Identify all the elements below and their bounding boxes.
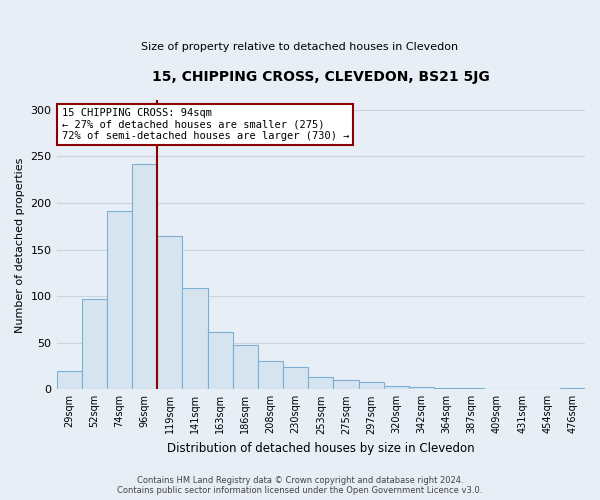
Bar — [233, 344, 258, 390]
Bar — [359, 382, 383, 390]
Bar — [383, 386, 409, 390]
Bar — [459, 388, 484, 390]
Bar — [560, 388, 585, 390]
Bar — [334, 380, 359, 390]
Bar — [56, 370, 82, 390]
Bar — [308, 377, 334, 390]
Bar — [434, 388, 459, 390]
Text: Size of property relative to detached houses in Clevedon: Size of property relative to detached ho… — [142, 42, 458, 52]
Bar — [82, 299, 107, 390]
X-axis label: Distribution of detached houses by size in Clevedon: Distribution of detached houses by size … — [167, 442, 475, 455]
Bar — [409, 388, 434, 390]
Text: Contains HM Land Registry data © Crown copyright and database right 2024.
Contai: Contains HM Land Registry data © Crown c… — [118, 476, 482, 495]
Bar — [182, 288, 208, 390]
Bar — [132, 164, 157, 390]
Bar — [107, 212, 132, 390]
Bar — [208, 332, 233, 390]
Y-axis label: Number of detached properties: Number of detached properties — [15, 157, 25, 332]
Bar — [258, 362, 283, 390]
Bar — [283, 367, 308, 390]
Text: 15 CHIPPING CROSS: 94sqm
← 27% of detached houses are smaller (275)
72% of semi-: 15 CHIPPING CROSS: 94sqm ← 27% of detach… — [62, 108, 349, 141]
Bar — [157, 236, 182, 390]
Title: 15, CHIPPING CROSS, CLEVEDON, BS21 5JG: 15, CHIPPING CROSS, CLEVEDON, BS21 5JG — [152, 70, 490, 84]
